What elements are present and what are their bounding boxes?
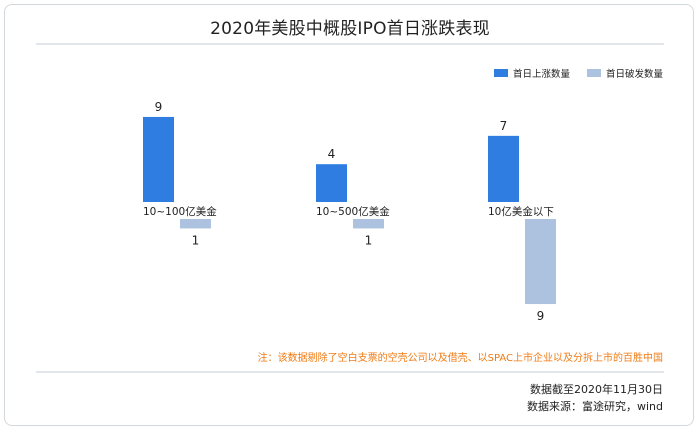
data-label-down-2: 9 <box>537 309 545 323</box>
legend-swatch-1 <box>587 69 601 77</box>
data-label-up-1: 4 <box>328 147 336 161</box>
bar-up-0 <box>143 116 174 202</box>
data-label-up-0: 9 <box>155 100 163 114</box>
bar-down-2 <box>525 219 556 305</box>
bar-down-1 <box>353 219 384 229</box>
legend-swatch-0 <box>494 69 508 77</box>
legend-label-1: 首日破发数量 <box>606 68 664 80</box>
data-source: 数据来源：富途研究，wind <box>526 400 663 413</box>
data-label-up-2: 7 <box>500 119 508 133</box>
chart-title: 2020年美股中概股IPO首日涨跌表现 <box>210 19 490 39</box>
data-date: 数据截至2020年11月30日 <box>530 383 663 396</box>
bar-down-0 <box>180 219 211 229</box>
data-label-down-1: 1 <box>365 233 373 247</box>
category-label-2: 10亿美金以下 <box>488 205 554 218</box>
category-label-1: 10~500亿美金 <box>316 205 390 218</box>
category-label-0: 10~100亿美金 <box>143 205 217 218</box>
footnote: 注：该数据剔除了空白支票的空壳公司以及借壳、以SPAC上市企业以及分拆上市的百胜… <box>257 353 663 364</box>
bar-up-2 <box>488 135 519 202</box>
footer-divider <box>36 371 664 373</box>
bar-up-1 <box>316 164 347 202</box>
chart-card <box>4 4 694 426</box>
data-label-down-0: 1 <box>192 233 200 247</box>
legend-label-0: 首日上涨数量 <box>513 68 571 80</box>
title-divider <box>36 43 664 45</box>
